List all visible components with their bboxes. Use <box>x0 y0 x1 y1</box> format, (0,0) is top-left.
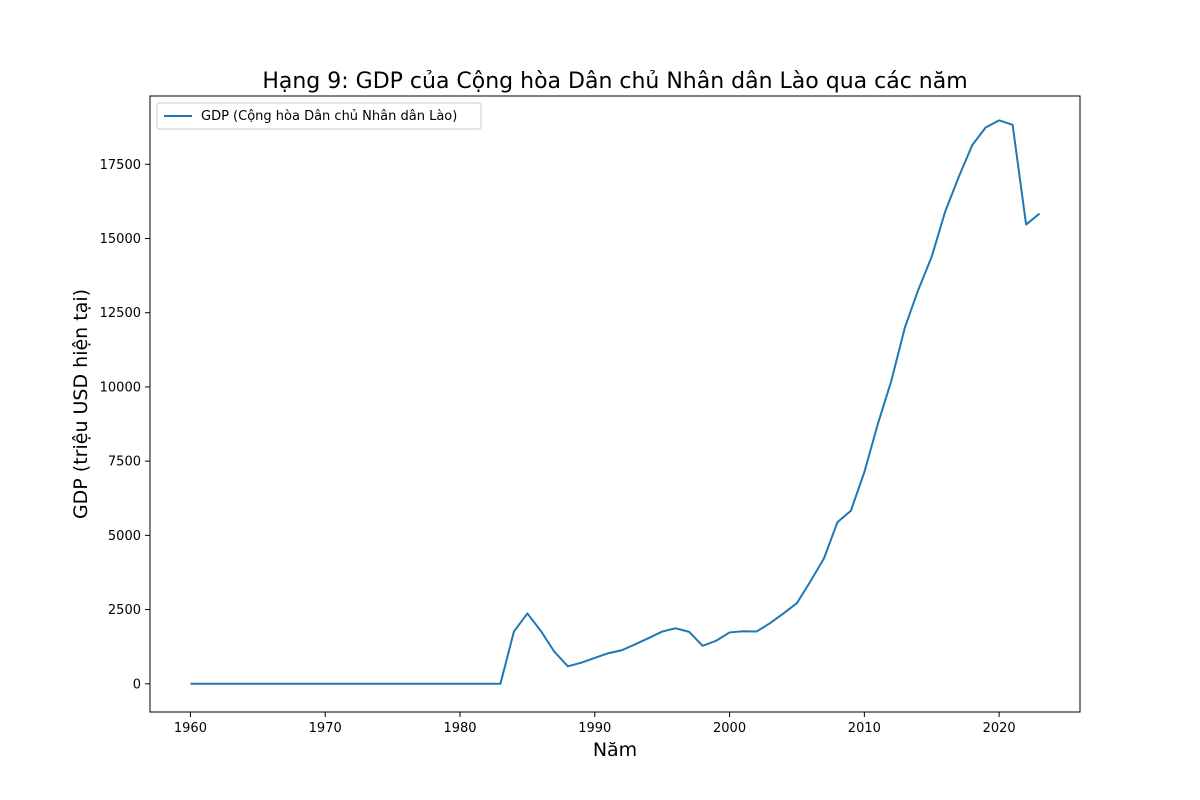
plot-area: 1960 1970 1980 1990 2000 2010 2020 0 2500 5000 75… <box>100 95 1081 736</box>
y-tick-label: 17500 <box>100 158 141 173</box>
y-tick-label: 10000 <box>100 380 141 395</box>
plot-frame <box>149 95 1081 713</box>
y-tick-label: 15000 <box>100 232 141 247</box>
chart-title: Hạng 9: GDP của Cộng hòa Dân chủ Nhân dâ… <box>262 69 967 94</box>
x-axis: 1960 1970 1980 1990 2000 2010 2020 <box>174 712 1016 736</box>
x-tick-label: 2010 <box>848 721 881 736</box>
y-axis: 0 2500 5000 7500 10000 12500 15000 17500 <box>100 158 150 692</box>
series-line-gdp <box>190 119 1041 685</box>
x-tick-label: 1980 <box>443 721 476 736</box>
x-tick-label: 1990 <box>578 721 611 736</box>
legend: GDP (Cộng hòa Dân chủ Nhân dân Lào) <box>156 102 482 130</box>
y-tick-label: 0 <box>133 677 141 692</box>
x-axis-title: Năm <box>593 739 637 761</box>
legend-box <box>156 102 482 130</box>
x-tick-label: 1960 <box>174 721 207 736</box>
y-tick-label: 12500 <box>100 306 141 321</box>
y-tick-label: 5000 <box>108 529 141 544</box>
x-tick-label: 1970 <box>309 721 342 736</box>
legend-label: GDP (Cộng hòa Dân chủ Nhân dân Lào) <box>201 109 457 124</box>
y-tick-label: 2500 <box>108 603 141 618</box>
x-tick-label: 2020 <box>983 721 1016 736</box>
y-axis-title: GDP (triệu USD hiện tại) <box>70 289 92 519</box>
x-tick-label: 2000 <box>713 721 746 736</box>
y-tick-label: 7500 <box>108 455 141 470</box>
series-layer <box>190 119 1041 685</box>
